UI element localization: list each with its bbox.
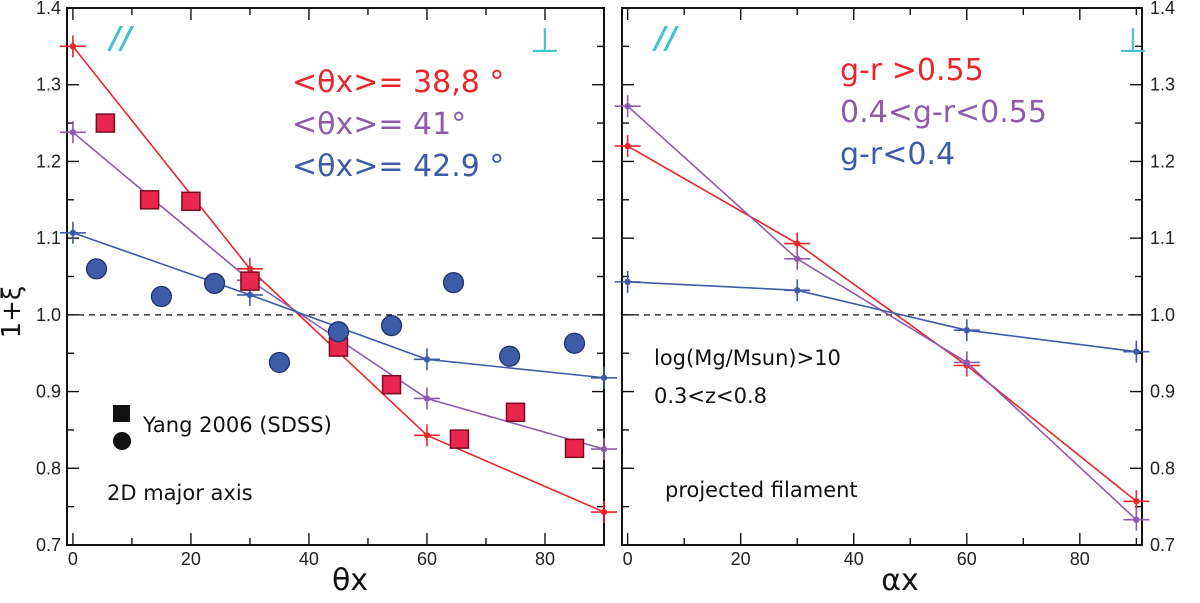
series-errorbar-2 bbox=[614, 270, 1150, 363]
data-circle bbox=[85, 258, 108, 280]
x-tick-label: 60 bbox=[957, 549, 977, 569]
series-square-3 bbox=[95, 113, 585, 459]
legend-circle-marker bbox=[113, 432, 131, 450]
y-tick-label: 0.7 bbox=[1150, 535, 1175, 555]
data-point bbox=[794, 287, 801, 294]
mean-angle-red: <θx>= 38,8 ° bbox=[292, 65, 504, 100]
data-point bbox=[1133, 498, 1140, 505]
data-square bbox=[240, 271, 260, 291]
data-point bbox=[600, 508, 608, 516]
y-axis-title: 1+ξ bbox=[0, 286, 27, 339]
y-tick-label: 1.0 bbox=[1150, 305, 1175, 325]
x-tick-label: 80 bbox=[535, 549, 555, 569]
perpendicular-marker-right: ⊥ bbox=[1118, 21, 1148, 61]
data-point bbox=[624, 278, 631, 286]
series-circle-4 bbox=[85, 258, 586, 374]
x-tick-label: 40 bbox=[299, 549, 319, 569]
plot-frame bbox=[621, 7, 1143, 546]
legend-blue-label: g-r<0.4 bbox=[840, 137, 955, 172]
x-axis-title-right: αx bbox=[881, 563, 919, 598]
data-point bbox=[794, 240, 801, 247]
data-circle bbox=[203, 272, 226, 295]
data-point bbox=[600, 374, 608, 381]
legend-square-marker bbox=[113, 405, 130, 422]
x-tick-label: 20 bbox=[181, 549, 201, 569]
data-square bbox=[381, 374, 402, 395]
legend-yang-label: Yang 2006 (SDSS) bbox=[142, 413, 332, 437]
y-tick-label: 1.0 bbox=[36, 305, 61, 325]
series-errorbar-0 bbox=[614, 135, 1150, 513]
right-panel: 0.7 0.8 0.9 1.0 1.1 1.2 1.3 1.4 0 20 40 60 80 bbox=[614, 0, 1175, 569]
y-tick-label: 1.2 bbox=[1150, 151, 1175, 171]
data-point bbox=[600, 445, 608, 453]
data-circle bbox=[380, 314, 403, 337]
x-tick-label: 60 bbox=[417, 549, 437, 569]
projected-filament-label: projected filament bbox=[665, 478, 858, 502]
x-tick-label: 80 bbox=[1070, 549, 1090, 569]
data-point bbox=[246, 291, 254, 299]
series-line bbox=[627, 145, 1137, 502]
data-point bbox=[963, 359, 970, 366]
x-tick-label: 0 bbox=[68, 549, 78, 569]
x-axis-title-left: θx bbox=[332, 563, 368, 598]
legend-red-label: g-r >0.55 bbox=[840, 53, 984, 88]
data-circle bbox=[442, 272, 465, 294]
data-circle bbox=[150, 285, 173, 308]
data-square bbox=[564, 438, 585, 459]
data-square bbox=[139, 190, 160, 210]
y-tick-label: 1.1 bbox=[36, 228, 61, 248]
y-tick-label: 1.1 bbox=[1150, 228, 1175, 248]
data-point bbox=[624, 102, 631, 110]
data-circle bbox=[268, 351, 291, 374]
x-tick-label: 40 bbox=[844, 549, 864, 569]
mean-angle-blue: <θx>= 42.9 ° bbox=[292, 149, 504, 184]
legend-purple-label: 0.4<g-r<0.55 bbox=[840, 95, 1047, 130]
data-square bbox=[505, 402, 526, 423]
data-circle bbox=[327, 321, 350, 343]
parallel-marker-left: // bbox=[107, 21, 135, 56]
data-point bbox=[963, 327, 970, 334]
x-tick-label: 20 bbox=[731, 549, 751, 569]
data-point bbox=[794, 255, 801, 263]
parallel-marker-right: // bbox=[652, 21, 680, 56]
y-tick-label: 0.7 bbox=[36, 535, 61, 555]
note-2d-major-axis: 2D major axis bbox=[107, 481, 253, 505]
data-point bbox=[1133, 516, 1140, 523]
data-point bbox=[423, 432, 431, 439]
data-point bbox=[1133, 348, 1140, 355]
data-point bbox=[69, 43, 77, 50]
y-tick-label: 1.2 bbox=[36, 151, 61, 171]
data-square bbox=[449, 429, 470, 449]
series-line bbox=[627, 281, 1137, 353]
data-square bbox=[95, 113, 116, 133]
y-tick-label: 1.3 bbox=[1150, 75, 1175, 95]
data-circle bbox=[498, 345, 521, 367]
y-tick-label: 1.4 bbox=[1150, 0, 1175, 18]
data-square bbox=[181, 191, 201, 212]
x-tick-label: 0 bbox=[623, 549, 633, 569]
data-point bbox=[69, 129, 77, 136]
data-point bbox=[69, 229, 77, 236]
y-tick-label: 0.8 bbox=[1150, 458, 1175, 478]
data-point bbox=[624, 142, 631, 150]
data-point bbox=[423, 356, 431, 363]
data-point bbox=[246, 265, 254, 273]
data-point bbox=[423, 395, 431, 402]
y-tick-label: 1.4 bbox=[36, 0, 61, 18]
redshift-cut-label: 0.3<z<0.8 bbox=[654, 384, 767, 408]
left-panel: 0.7 0.8 0.9 1.0 1.1 1.2 1.3 1.4 0 20 40 60 80 bbox=[36, 0, 617, 569]
perpendicular-marker-left: ⊥ bbox=[530, 21, 560, 61]
y-tick-label: 0.9 bbox=[1150, 382, 1175, 402]
mass-cut-label: log(Mg/Msun)>10 bbox=[654, 346, 841, 370]
data-circle bbox=[563, 332, 586, 354]
mean-angle-purple: <θx>= 41° bbox=[292, 107, 466, 142]
y-tick-label: 0.8 bbox=[36, 458, 61, 478]
y-tick-label: 0.9 bbox=[36, 382, 61, 402]
series-errorbar-2 bbox=[59, 221, 617, 389]
y-tick-label: 1.3 bbox=[36, 75, 61, 95]
